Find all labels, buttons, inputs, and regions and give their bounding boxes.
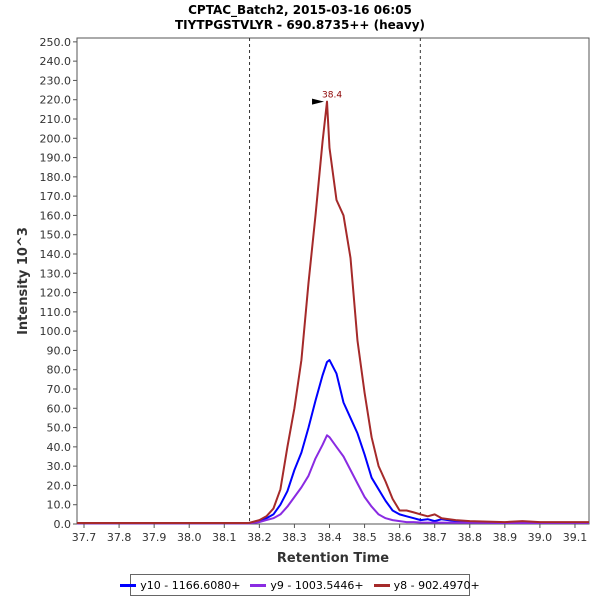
x-tick-label: 38.2 (247, 531, 272, 544)
chart-title: CPTAC_Batch2, 2015-03-16 06:05 (188, 3, 412, 18)
y-tick-label: 40.0 (47, 441, 72, 454)
y-tick-label: 60.0 (47, 402, 72, 415)
y-tick-label: 50.0 (47, 422, 72, 435)
legend-item-y9: y9 - 1003.5446+ (250, 578, 364, 592)
x-tick-label: 38.8 (458, 531, 483, 544)
chart-subtitle: TIYTPGSTVLYR - 690.8735++ (heavy) (175, 18, 425, 32)
y-tick-label: 240.0 (40, 55, 72, 68)
y-axis: 0.0 10.0 20.0 30.0 40.0 50.0 60.0 70.0 80.0 90.0 1… (40, 36, 77, 531)
plot-area (76, 37, 590, 525)
x-axis-label: Retention Time (277, 551, 389, 566)
series-line-y10 (77, 359, 589, 524)
y-tick-label: 210.0 (40, 113, 72, 126)
x-tick-label: 38.4 (317, 531, 342, 544)
chromatogram-chart: CPTAC_Batch2, 2015-03-16 06:05 TIYTPGSTV… (16, 3, 590, 566)
y-tick-label: 90.0 (47, 344, 72, 357)
x-tick-label: 39.1 (563, 531, 588, 544)
x-tick-label: 38.7 (422, 531, 447, 544)
y-tick-label: 190.0 (40, 152, 72, 165)
legend-label-y8: y8 - 902.4970+ (393, 578, 480, 592)
y-tick-label: 70.0 (47, 383, 72, 396)
y-tick-label: 20.0 (47, 479, 72, 492)
x-tick-label: 38.9 (493, 531, 518, 544)
legend-swatch-y10 (120, 583, 137, 587)
y-tick-label: 220.0 (40, 94, 72, 107)
y-tick-label: 200.0 (40, 132, 72, 145)
y-tick-label: 160.0 (40, 209, 72, 222)
legend-swatch-y8 (373, 583, 390, 587)
y-tick-label: 130.0 (40, 267, 72, 280)
x-axis: 37.7 37.8 37.9 38.0 38.1 38.2 38.3 38.4 38.5 38.6… (72, 524, 587, 544)
y-tick-label: 230.0 (40, 74, 72, 87)
y-tick-label: 10.0 (47, 499, 72, 512)
peak-annotation: 38.4 (312, 91, 342, 105)
x-tick-label: 37.7 (72, 531, 97, 544)
legend-item-y8: y8 - 902.4970+ (373, 578, 480, 592)
legend-label-y10: y10 - 1166.6080+ (140, 578, 241, 592)
y-tick-label: 80.0 (47, 364, 72, 377)
legend-swatch-y9 (250, 583, 267, 587)
series-line-y8 (77, 100, 589, 524)
x-tick-label: 38.5 (352, 531, 377, 544)
y-tick-label: 30.0 (47, 460, 72, 473)
y-tick-label: 100.0 (40, 325, 72, 338)
y-tick-label: 110.0 (40, 306, 72, 319)
y-tick-label: 0.0 (54, 518, 72, 531)
integration-boundaries (249, 38, 421, 524)
y-tick-label: 120.0 (40, 287, 72, 300)
y-tick-label: 250.0 (40, 36, 72, 49)
series-line-y9 (77, 434, 589, 525)
legend-label-y9: y9 - 1003.5446+ (270, 578, 364, 592)
x-tick-label: 38.1 (212, 531, 237, 544)
peak-label: 38.4 (322, 91, 342, 101)
chart-legend: y10 - 1166.6080+ y9 - 1003.5446+ y8 - 90… (120, 574, 480, 596)
y-tick-label: 180.0 (40, 171, 72, 184)
x-tick-label: 39.0 (528, 531, 553, 544)
x-tick-label: 37.9 (142, 531, 167, 544)
y-axis-label: Intensity 10^3 (16, 227, 31, 335)
y-tick-label: 150.0 (40, 229, 72, 242)
x-tick-label: 38.6 (387, 531, 412, 544)
y-tick-label: 140.0 (40, 248, 72, 261)
peak-marker-icon (312, 98, 325, 105)
x-tick-label: 38.3 (282, 531, 307, 544)
legend-item-y10: y10 - 1166.6080+ (120, 579, 240, 592)
y-tick-label: 170.0 (40, 190, 72, 203)
x-tick-label: 38.0 (177, 531, 202, 544)
series-layer (77, 100, 589, 525)
x-tick-label: 37.8 (107, 531, 132, 544)
